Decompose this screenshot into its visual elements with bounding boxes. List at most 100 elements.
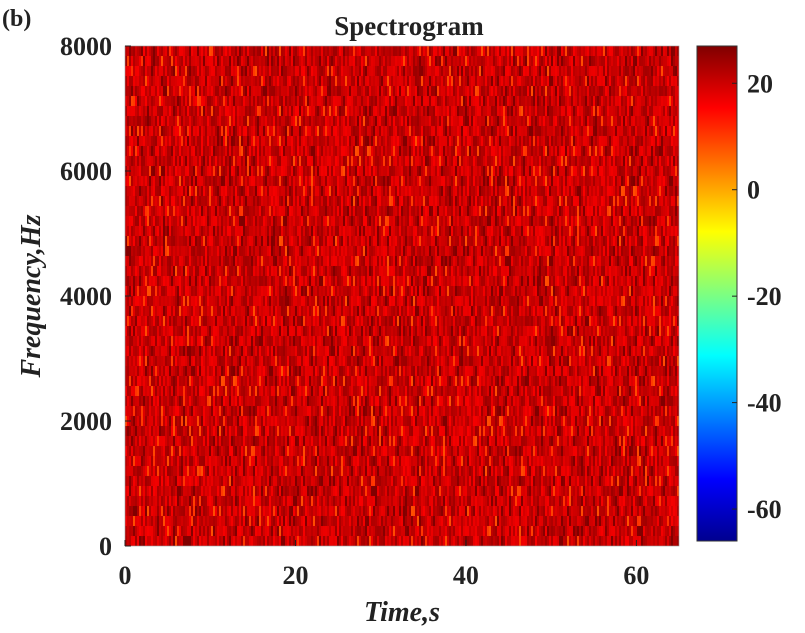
heatmap-cell <box>209 306 212 317</box>
heatmap-cell <box>175 136 178 147</box>
heatmap-cell <box>261 56 264 67</box>
heatmap-cell <box>129 426 132 437</box>
heatmap-cell <box>159 496 162 507</box>
heatmap-cell <box>159 46 162 57</box>
heatmap-cell <box>165 526 168 537</box>
heatmap-cell <box>255 236 258 247</box>
heatmap-cell <box>157 256 160 267</box>
heatmap-cell <box>187 356 190 367</box>
heatmap-cell <box>239 156 242 167</box>
heatmap-cell <box>193 466 196 477</box>
heatmap-cell <box>197 226 200 237</box>
heatmap-cell <box>179 156 182 167</box>
heatmap-cell <box>131 186 134 197</box>
heatmap-cell <box>223 526 226 537</box>
heatmap-cell <box>171 76 174 87</box>
heatmap-cell <box>213 236 216 247</box>
heatmap-cell <box>247 536 250 546</box>
heatmap-cell <box>191 136 194 147</box>
heatmap-cell <box>251 306 254 317</box>
heatmap-cell <box>145 416 148 427</box>
heatmap-cell <box>179 496 182 507</box>
heatmap-cell <box>263 526 266 537</box>
heatmap-cell <box>149 286 152 297</box>
heatmap-cell <box>157 126 160 137</box>
heatmap-cell <box>249 46 252 57</box>
heatmap-cell <box>135 216 138 227</box>
heatmap-cell <box>137 326 140 337</box>
heatmap-cell <box>215 216 218 227</box>
heatmap-cell <box>129 156 132 167</box>
heatmap-cell <box>253 96 256 107</box>
heatmap-cell <box>263 66 266 77</box>
heatmap-cell <box>265 466 268 477</box>
heatmap-cell <box>221 446 224 457</box>
heatmap-cell <box>165 86 168 97</box>
heatmap-cell <box>247 46 250 57</box>
heatmap-cell <box>223 226 226 237</box>
heatmap-cell <box>181 156 184 167</box>
heatmap-cell <box>157 176 160 187</box>
heatmap-cell <box>257 336 260 347</box>
heatmap-cell <box>211 96 214 107</box>
heatmap-cell <box>195 326 198 337</box>
heatmap-cell <box>169 76 172 87</box>
heatmap-cell <box>191 416 194 427</box>
heatmap-cell <box>213 286 216 297</box>
heatmap-cell <box>231 206 234 217</box>
heatmap-cell <box>127 266 130 277</box>
heatmap-cell <box>173 326 176 337</box>
heatmap-cell <box>221 476 224 487</box>
heatmap-cell <box>139 276 142 287</box>
heatmap-cell <box>249 536 252 546</box>
heatmap-cell <box>257 46 260 57</box>
heatmap-cell <box>265 386 268 397</box>
heatmap-cell <box>251 156 254 167</box>
heatmap-cell <box>201 306 204 317</box>
heatmap-cell <box>247 346 250 357</box>
heatmap-cell <box>215 276 218 287</box>
heatmap-cell <box>207 306 210 317</box>
heatmap-cell <box>181 126 184 137</box>
heatmap-cell <box>213 306 216 317</box>
heatmap-cell <box>251 226 254 237</box>
heatmap-cell <box>241 506 244 517</box>
heatmap-cell <box>131 126 134 137</box>
heatmap-cell <box>131 376 134 387</box>
heatmap-cell <box>221 46 224 57</box>
heatmap-cell <box>187 336 190 347</box>
heatmap-cell <box>215 506 218 517</box>
heatmap-cell <box>265 136 268 147</box>
heatmap-cell <box>179 146 182 157</box>
heatmap-cell <box>147 406 150 417</box>
heatmap-cell <box>263 326 266 337</box>
heatmap-cell <box>167 256 170 267</box>
heatmap-cell <box>127 226 130 237</box>
heatmap-cell <box>165 206 168 217</box>
heatmap-cell <box>205 526 208 537</box>
heatmap-cell <box>147 196 150 207</box>
heatmap-cell <box>165 536 168 546</box>
heatmap-cell <box>157 526 160 537</box>
heatmap-cell <box>167 496 170 507</box>
heatmap-cell <box>169 336 172 347</box>
heatmap-cell <box>173 376 176 387</box>
heatmap-cell <box>149 406 152 417</box>
heatmap-cell <box>235 266 238 277</box>
heatmap-cell <box>261 216 264 227</box>
heatmap-cell <box>161 136 164 147</box>
heatmap-cell <box>165 126 168 137</box>
heatmap-cell <box>219 476 222 487</box>
heatmap-cell <box>249 216 252 227</box>
heatmap-cell <box>217 56 220 67</box>
heatmap-cell <box>153 446 156 457</box>
heatmap-cell <box>267 166 270 177</box>
heatmap-cell <box>241 496 244 507</box>
heatmap-cell <box>159 406 162 417</box>
heatmap-cell <box>231 326 234 337</box>
heatmap-cell <box>141 216 144 227</box>
heatmap-cell <box>241 116 244 127</box>
heatmap-cell <box>139 156 142 167</box>
heatmap-cell <box>257 486 260 497</box>
heatmap-cell <box>127 506 130 517</box>
